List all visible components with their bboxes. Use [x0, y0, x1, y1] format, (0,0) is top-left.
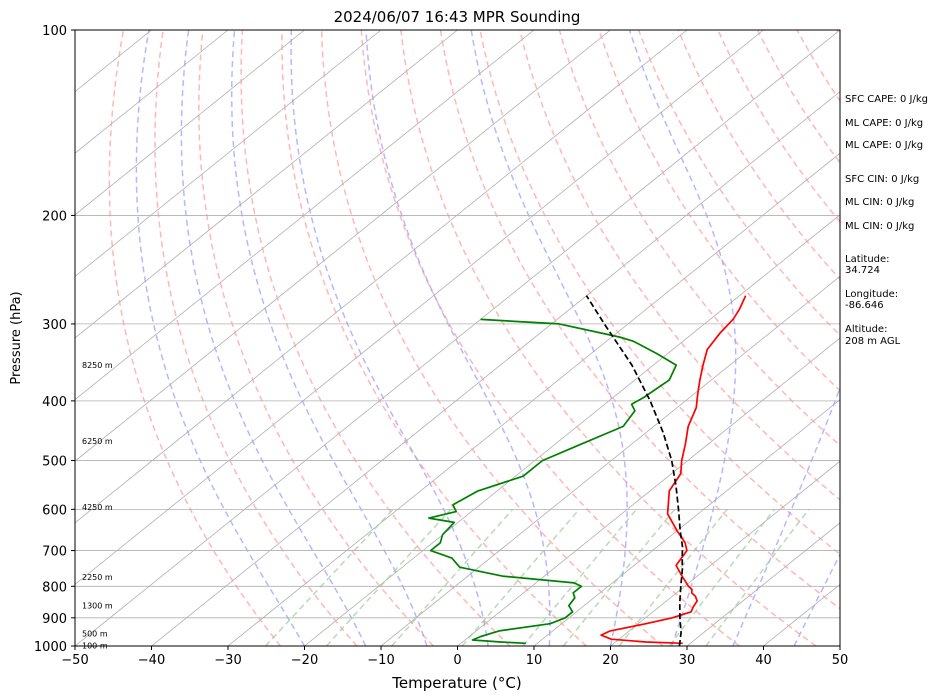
x-tick-label: −40: [138, 653, 165, 668]
height-label: 500 m: [82, 630, 108, 639]
isotherm-line: [75, 30, 305, 216]
isotherm-line: [75, 30, 688, 524]
dry-adiabat-line: [519, 30, 840, 501]
isotherm-line: [457, 337, 840, 646]
moist-adiabat-line: [628, 30, 737, 646]
dry-adiabat-line: [281, 30, 587, 646]
isotherm-line: [533, 399, 840, 646]
isotherm-line: [75, 30, 764, 585]
y-tick-label: 600: [42, 503, 67, 518]
moist-adiabat-line: [135, 30, 306, 646]
y-tick-label: 100: [42, 24, 67, 39]
ml-cape-text-2: ML CAPE: 0 J/kg: [845, 140, 923, 151]
height-label: 4250 m: [82, 503, 113, 512]
moist-adiabat-line: [180, 30, 367, 646]
height-label: 100 m: [82, 641, 108, 650]
sounding-info-panel: SFC CAPE: 0 J/kg ML CAPE: 0 J/kg ML CAPE…: [845, 94, 928, 347]
mixing-ratio-line: [265, 508, 394, 646]
longitude-value: -86.646: [845, 300, 884, 311]
chart-title: 2024/06/07 16:43 MPR Sounding: [334, 8, 581, 26]
dry-adiabat-line: [400, 30, 817, 646]
isotherm-line: [610, 460, 840, 646]
y-tick-label: 500: [42, 455, 67, 470]
y-tick-label: 900: [42, 612, 67, 627]
y-tick-label: 800: [42, 580, 67, 595]
moist-adiabat-line: [470, 30, 628, 646]
x-tick-label: −20: [291, 653, 318, 668]
moist-adiabat-line: [732, 385, 840, 646]
dry-adiabat-line: [598, 30, 840, 392]
isotherm-line: [227, 152, 840, 646]
mixing-ratio-line: [668, 508, 775, 646]
isotherm-line: [75, 30, 382, 277]
sfc-cin-text: SFC CIN: 0 J/kg: [845, 174, 919, 185]
dry-adiabat-line: [439, 30, 840, 610]
ml-cin-text: ML CIN: 0 J/kg: [845, 197, 914, 208]
dry-adiabat-line: [320, 30, 664, 646]
y-tick-label: 300: [42, 318, 67, 333]
y-tick-label: 400: [42, 395, 67, 410]
height-labels: 100 m 500 m 1300 m 2250 m 4250 m 6250 m 8250 m: [82, 361, 113, 650]
y-axis-label: Pressure (hPa): [9, 291, 24, 384]
x-tick-label: −50: [61, 653, 88, 668]
longitude-label: Longitude:: [845, 289, 898, 300]
y-tick-label: 200: [42, 209, 67, 224]
height-label: 1300 m: [82, 602, 113, 611]
y-axis-ticks: 100 200 300 400 500 600 700 800 900 1000: [34, 24, 75, 655]
latitude-value: 34.724: [845, 265, 880, 276]
dewpoint-line: [428, 318, 678, 645]
x-tick-label: 0: [453, 653, 461, 668]
dry-adiabat-line: [558, 30, 840, 447]
parcel-line: [585, 295, 684, 646]
mixing-ratio-line: [391, 508, 514, 646]
x-tick-label: 20: [602, 653, 619, 668]
isotherm-line: [75, 30, 229, 154]
sfc-cape-text: SFC CAPE: 0 J/kg: [845, 94, 928, 105]
x-tick-label: −10: [367, 653, 394, 668]
dry-adiabat-line: [198, 30, 434, 646]
altitude-value: 208 m AGL: [845, 336, 901, 347]
isotherm-line: [151, 91, 840, 646]
isotherm-line: [75, 30, 611, 462]
temperature-line: [600, 295, 747, 645]
background-grid: [75, 30, 840, 646]
x-axis-label: Temperature (°C): [391, 674, 521, 692]
dry-adiabat-line: [717, 30, 840, 223]
mixing-ratio-line: [325, 508, 452, 646]
dry-adiabat-line: [360, 30, 740, 646]
isotherm-line: [304, 214, 840, 646]
mixing-ratio-line: [705, 508, 810, 646]
isotherm-line: [686, 522, 840, 646]
dry-adiabat-line: [154, 30, 358, 646]
dry-adiabat-line: [240, 30, 511, 646]
y-tick-label: 1000: [34, 640, 67, 655]
height-label: 8250 m: [82, 361, 113, 370]
profile-lines: [428, 295, 747, 646]
ml-cape-text: ML CAPE: 0 J/kg: [845, 118, 923, 129]
moist-adiabat-line: [230, 30, 428, 646]
x-tick-label: 10: [526, 653, 543, 668]
moist-adiabat-line: [365, 30, 551, 646]
x-axis-ticks: −50 −40 −30 −20 −10 0 10 20 30 40 50: [61, 646, 848, 668]
isotherm-line: [75, 30, 535, 401]
x-tick-label: 40: [755, 653, 772, 668]
x-tick-label: 50: [832, 653, 849, 668]
latitude-label: Latitude:: [845, 254, 890, 265]
x-tick-label: 30: [679, 653, 696, 668]
ml-cin-text-2: ML CIN: 0 J/kg: [845, 221, 914, 232]
height-label: 6250 m: [82, 437, 113, 446]
y-tick-label: 700: [42, 545, 67, 560]
moist-adiabat-line: [290, 30, 489, 646]
height-label: 2250 m: [82, 573, 113, 582]
altitude-label: Altitude:: [845, 324, 887, 335]
dry-adiabat-line: [637, 30, 840, 337]
dry-adiabat-line: [108, 30, 281, 646]
isotherm-line: [75, 30, 458, 339]
isotherm-line: [380, 275, 840, 646]
x-tick-label: −30: [214, 653, 241, 668]
mixing-ratio-line: [618, 508, 728, 646]
